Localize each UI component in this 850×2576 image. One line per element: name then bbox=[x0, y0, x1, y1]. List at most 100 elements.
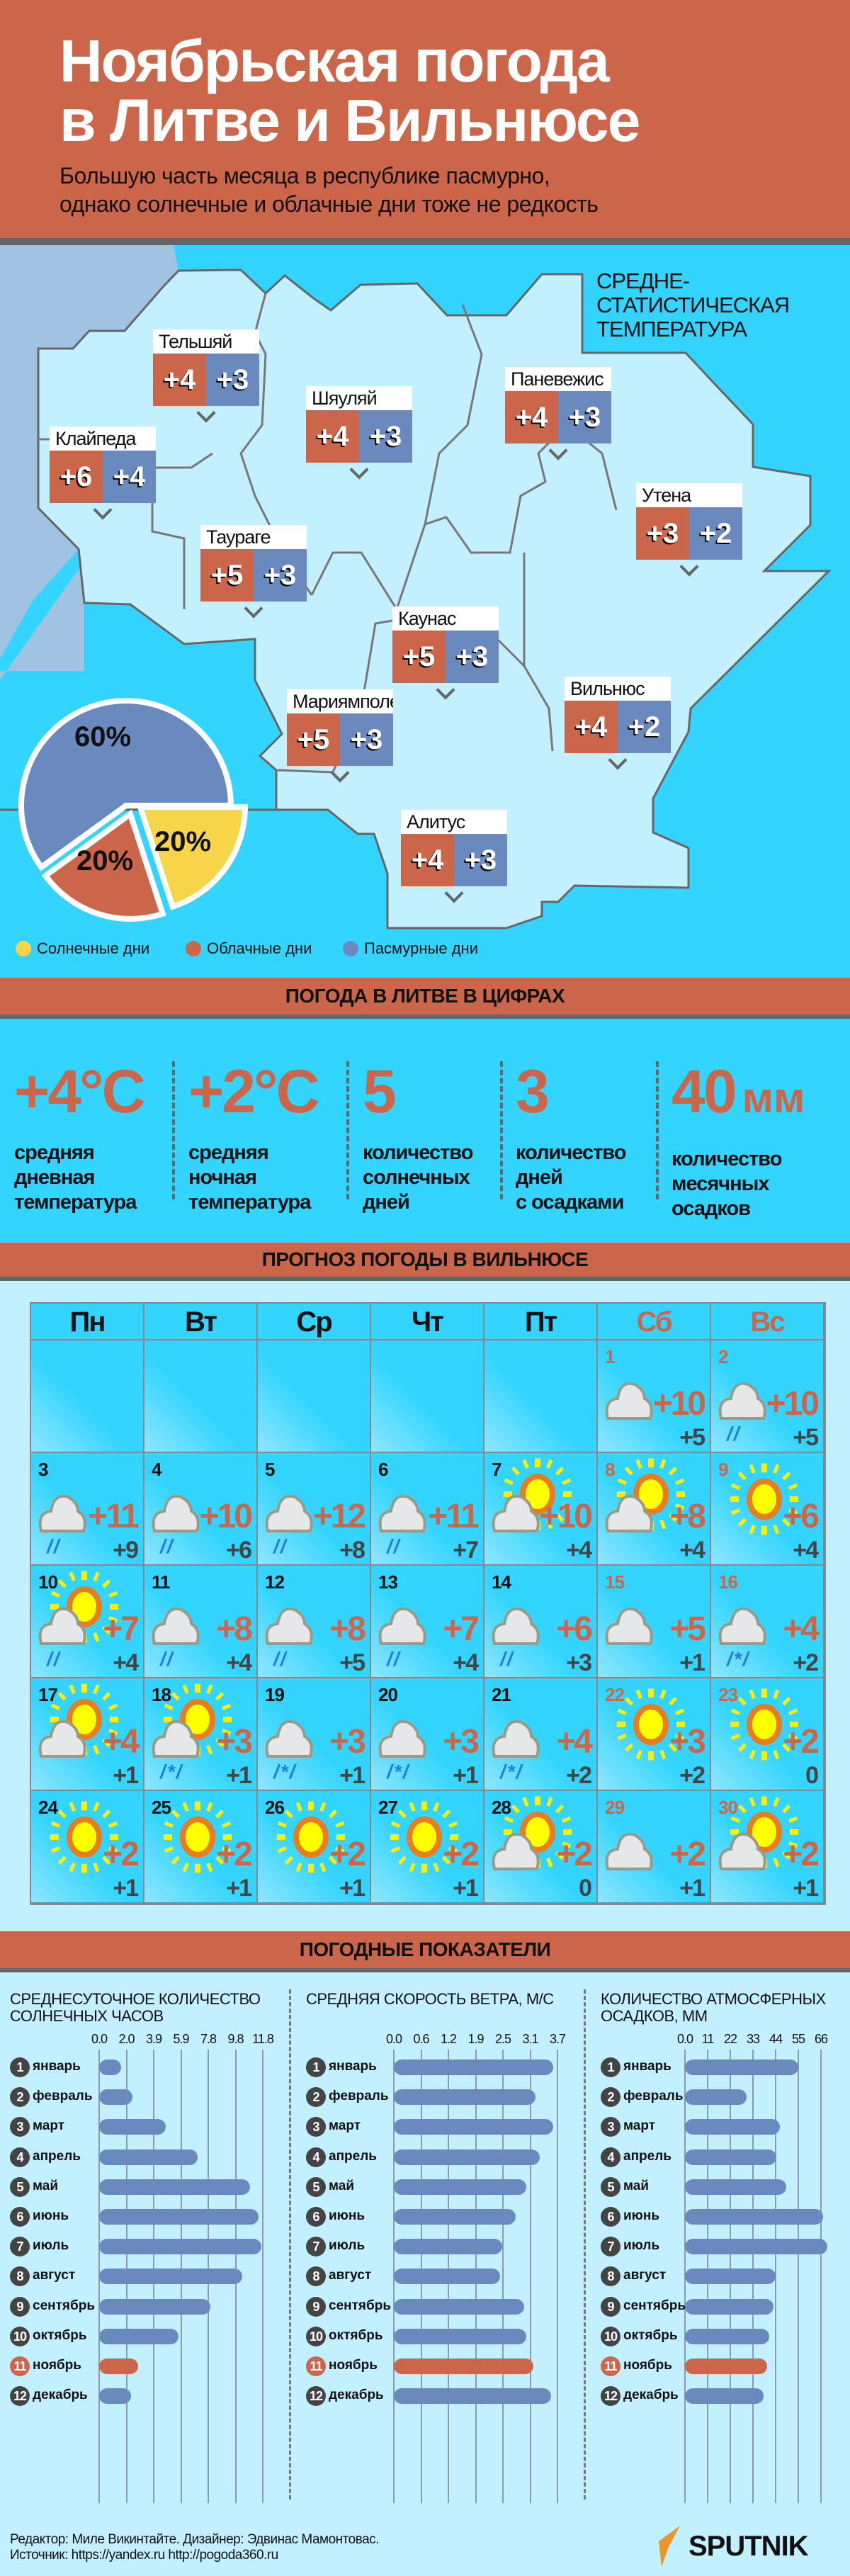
day-number: 14 bbox=[492, 1571, 511, 1593]
stat-precip-days: 3 количество дней с осадками bbox=[516, 1061, 626, 1215]
month-number-badge: 10 bbox=[10, 2326, 30, 2346]
day-temperature: +8 bbox=[216, 1610, 253, 1648]
city-marker: Тельшяй +4 +3 bbox=[153, 329, 259, 423]
day-temperature: +2 bbox=[783, 1836, 820, 1873]
month-number-badge: 4 bbox=[601, 2147, 620, 2167]
bar-июнь bbox=[394, 2209, 516, 2225]
day-number: 15 bbox=[605, 1571, 625, 1593]
city-temps: +6 +4 bbox=[50, 451, 156, 503]
gridline bbox=[262, 2050, 264, 2503]
cloud-icon bbox=[378, 1608, 426, 1645]
month-number-badge: 11 bbox=[306, 2356, 326, 2376]
month-number-badge: 1 bbox=[306, 2057, 326, 2077]
tick-label: 2.5 bbox=[494, 2032, 511, 2046]
month-number-badge: 6 bbox=[601, 2207, 620, 2227]
map-shapes bbox=[0, 245, 832, 930]
stat-value: 5 bbox=[363, 1058, 397, 1126]
stat-label: средняя ночная температура bbox=[188, 1141, 311, 1214]
month-label: февраль bbox=[33, 2089, 93, 2104]
month-number-badge: 8 bbox=[10, 2266, 30, 2287]
day-number: 8 bbox=[605, 1459, 616, 1480]
bar-июль bbox=[394, 2239, 502, 2255]
cloud-icon bbox=[378, 1720, 426, 1758]
tick-label: 0.6 bbox=[413, 2032, 429, 2046]
day-number: 2 bbox=[718, 1346, 729, 1367]
divider bbox=[656, 1061, 659, 1199]
tick-label: 1.9 bbox=[468, 2032, 484, 2046]
bar-ноябрь bbox=[685, 2358, 768, 2374]
sun-icon bbox=[390, 1801, 458, 1873]
night-temperature: +1 bbox=[679, 1649, 706, 1676]
partly-weather-icon bbox=[152, 1683, 232, 1758]
month-number-badge: 9 bbox=[10, 2296, 30, 2317]
stat-day-temp: +4°C средняя дневная температура bbox=[14, 1061, 146, 1215]
sun-icon bbox=[617, 1688, 685, 1761]
day-cell: 8 +8 +4 bbox=[598, 1453, 711, 1566]
day-number: 7 bbox=[492, 1459, 502, 1480]
day-cell: 1 +10 +5 bbox=[598, 1340, 711, 1453]
cloud-icon bbox=[265, 1608, 313, 1645]
weekday-header: Ср bbox=[258, 1304, 371, 1340]
city-name: Шяуляй bbox=[306, 386, 412, 410]
bar-декабрь bbox=[685, 2388, 764, 2405]
month-number-badge: 4 bbox=[10, 2147, 30, 2167]
day-number: 27 bbox=[378, 1797, 398, 1818]
section-header-indicators: ПОГОДНЫЕ ПОКАЗАТЕЛИ bbox=[0, 1931, 850, 1968]
city-name: Мариямполе bbox=[287, 689, 393, 713]
month-number-badge: 9 bbox=[306, 2296, 326, 2317]
rain-icon: // bbox=[160, 1648, 174, 1670]
partly-weather-icon bbox=[38, 1683, 118, 1758]
bar-март bbox=[99, 2119, 166, 2135]
night-temperature: +5 bbox=[793, 1424, 819, 1451]
day-temperature: +2 bbox=[103, 1836, 140, 1873]
cloud-weather-icon bbox=[378, 1720, 426, 1758]
day-number: 6 bbox=[378, 1459, 389, 1480]
bar-сентябрь bbox=[394, 2298, 525, 2315]
day-temp: +5 bbox=[392, 631, 446, 683]
tick-label: 2.0 bbox=[118, 2032, 135, 2046]
stat-number: 40 bbox=[672, 1058, 737, 1126]
pie-label-sunny: 20% bbox=[154, 826, 212, 857]
month-label: февраль bbox=[329, 2089, 389, 2104]
cloud-weather-icon bbox=[378, 1608, 426, 1645]
day-cell: 26 +2 +1 bbox=[258, 1791, 371, 1904]
city-temps: +4 +2 bbox=[565, 701, 671, 753]
bar-ноябрь bbox=[99, 2358, 138, 2374]
day-number: 3 bbox=[38, 1459, 49, 1480]
day-number: 9 bbox=[718, 1459, 729, 1480]
city-temps: +4 +3 bbox=[153, 354, 259, 406]
cloud-icon bbox=[718, 1833, 766, 1870]
bar-март bbox=[394, 2119, 553, 2135]
night-temperature: +1 bbox=[113, 1875, 139, 1902]
sleet-icon: /*/ bbox=[273, 1761, 297, 1783]
divider bbox=[289, 1989, 291, 2499]
night-temperature: +2 bbox=[679, 1762, 706, 1789]
month-number-badge: 2 bbox=[10, 2087, 30, 2108]
month-number-badge: 10 bbox=[306, 2326, 326, 2346]
tick-label: 55 bbox=[791, 2032, 805, 2046]
city-marker: Клайпеда +6 +4 bbox=[50, 426, 156, 520]
rain-icon: // bbox=[273, 1648, 288, 1670]
night-temp: +3 bbox=[206, 354, 259, 406]
month-label: декабрь bbox=[623, 2388, 679, 2403]
city-temps: +4 +3 bbox=[401, 834, 507, 886]
divider bbox=[0, 1968, 850, 1972]
weekday-header: Чт bbox=[371, 1304, 484, 1340]
day-temperature: +4 bbox=[103, 1723, 140, 1761]
night-temperature: +2 bbox=[566, 1762, 592, 1789]
night-temperature: +7 bbox=[453, 1537, 479, 1564]
bar-февраль bbox=[394, 2089, 536, 2106]
month-label: июнь bbox=[623, 2208, 660, 2223]
month-number-badge: 7 bbox=[601, 2237, 620, 2257]
bar-октябрь bbox=[394, 2328, 527, 2344]
month-label: январь bbox=[623, 2059, 672, 2074]
empty-day-cell bbox=[484, 1340, 598, 1453]
rain-icon: // bbox=[500, 1648, 514, 1670]
month-label: октябрь bbox=[33, 2327, 87, 2343]
day-number: 28 bbox=[492, 1797, 511, 1818]
gridline bbox=[775, 2050, 776, 2503]
city-name: Паневежис bbox=[505, 367, 611, 391]
night-temperature: 0 bbox=[579, 1875, 592, 1902]
day-temperature: +3 bbox=[216, 1723, 253, 1761]
bar-август bbox=[99, 2269, 242, 2285]
